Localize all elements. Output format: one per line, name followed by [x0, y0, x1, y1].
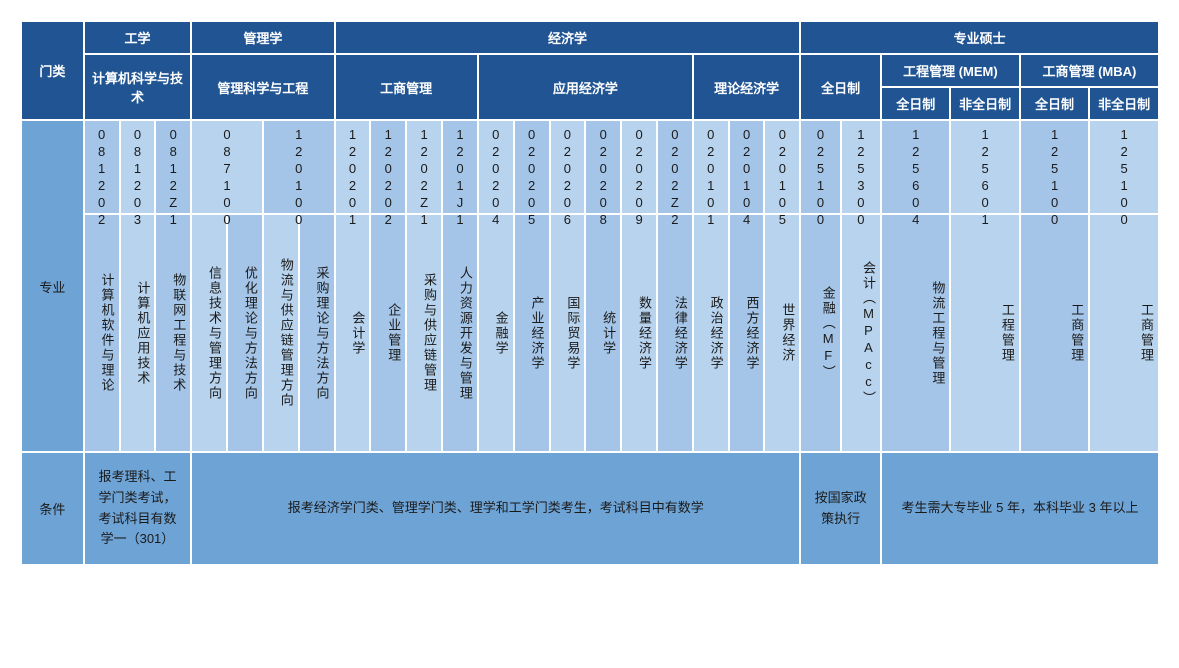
- major-cell: 信息技术与管理方向: [191, 214, 227, 452]
- condition-c3: 按国家政策执行: [800, 452, 881, 565]
- code-cell: 020206: [550, 120, 586, 214]
- sub-mgmt-sci: 管理科学与工程: [191, 54, 334, 120]
- sub-mba: 工商管理 (MBA): [1020, 54, 1159, 87]
- code-cell: 125300: [841, 120, 881, 214]
- sub-applied-econ: 应用经济学: [478, 54, 693, 120]
- code-cell: 020205: [514, 120, 550, 214]
- major-cell: 物联网工程与技术: [155, 214, 191, 452]
- major-cell: 政治经济学: [693, 214, 729, 452]
- code-cell: 020209: [621, 120, 657, 214]
- major-cell: 国际贸易学: [550, 214, 586, 452]
- major-cell: 金融（MF）: [800, 214, 840, 452]
- code-cell: 081202: [84, 120, 120, 214]
- major-label: 专业: [21, 120, 84, 452]
- sub-fulltime: 全日制: [800, 54, 881, 120]
- sub-cs: 计算机科学与技术: [84, 54, 192, 120]
- major-cell: 数量经济学: [621, 214, 657, 452]
- sub-mem: 工程管理 (MEM): [881, 54, 1020, 87]
- code-cell: 020208: [585, 120, 621, 214]
- cat-mgmt: 管理学: [191, 21, 334, 54]
- cat-eng: 工学: [84, 21, 192, 54]
- mba-ft: 全日制: [1020, 87, 1089, 120]
- code-cell: 125100: [1020, 120, 1089, 214]
- major-cell: 物流工程与管理: [881, 214, 950, 452]
- code-cell: 120201: [335, 120, 371, 214]
- major-cell: 会计学: [335, 214, 371, 452]
- major-cell: 统计学: [585, 214, 621, 452]
- code-cell: 020104: [729, 120, 765, 214]
- major-cell: 法律经济学: [657, 214, 693, 452]
- code-cell: 120202: [370, 120, 406, 214]
- category-label: 门类: [21, 21, 84, 120]
- program-table: 门类 工学 管理学 经济学 专业硕士 计算机科学与技术 管理科学与工程 工商管理…: [20, 20, 1160, 566]
- major-cell: 计算机应用技术: [120, 214, 156, 452]
- code-cell: 087100: [191, 120, 263, 214]
- code-cell: 020101: [693, 120, 729, 214]
- code-cell: 0812Z1: [155, 120, 191, 214]
- condition-c1: 报考理科、工学门类考试，考试科目有数学一（301）: [84, 452, 192, 565]
- code-cell: 025100: [800, 120, 840, 214]
- condition-c4: 考生需大专毕业 5 年，本科毕业 3 年以上: [881, 452, 1159, 565]
- condition-c2: 报考经济学门类、管理学门类、理学和工学门类考生，考试科目中有数学: [191, 452, 800, 565]
- code-cell: 081203: [120, 120, 156, 214]
- code-cell: 125601: [950, 120, 1019, 214]
- mem-ft: 全日制: [881, 87, 950, 120]
- major-cell: 会计（MPAcc）: [841, 214, 881, 452]
- major-cell: 西方经济学: [729, 214, 765, 452]
- major-cell: 采购与供应链管理: [406, 214, 442, 452]
- major-cell: 企业管理: [370, 214, 406, 452]
- mba-pt: 非全日制: [1089, 87, 1159, 120]
- code-cell: 0202Z2: [657, 120, 693, 214]
- major-cell: 人力资源开发与管理: [442, 214, 478, 452]
- sub-theory-econ: 理论经济学: [693, 54, 801, 120]
- code-cell: 1202Z1: [406, 120, 442, 214]
- cat-prof: 专业硕士: [800, 21, 1159, 54]
- code-cell: 125100: [1089, 120, 1159, 214]
- code-cell: 1201J1: [442, 120, 478, 214]
- code-cell: 125604: [881, 120, 950, 214]
- cat-econ: 经济学: [335, 21, 801, 54]
- major-cell: 采购理论与方法方向: [299, 214, 335, 452]
- condition-row: 条件 报考理科、工学门类考试，考试科目有数学一（301） 报考经济学门类、管理学…: [21, 452, 1159, 565]
- major-cell: 工程管理: [950, 214, 1019, 452]
- major-cell: 物流与供应链管理方向: [263, 214, 299, 452]
- code-cell: 020204: [478, 120, 514, 214]
- major-cell: 工商管理: [1020, 214, 1089, 452]
- major-cell: 金融学: [478, 214, 514, 452]
- header-row-2: 计算机科学与技术 管理科学与工程 工商管理 应用经济学 理论经济学 全日制 工程…: [21, 54, 1159, 87]
- code-row: 专业 081202 081203 0812Z1 087100 120100 12…: [21, 120, 1159, 214]
- major-cell: 计算机软件与理论: [84, 214, 120, 452]
- major-cell: 世界经济: [764, 214, 800, 452]
- code-cell: 120100: [263, 120, 335, 214]
- major-cell: 工商管理: [1089, 214, 1159, 452]
- major-row: 计算机软件与理论 计算机应用技术 物联网工程与技术 信息技术与管理方向 优化理论…: [21, 214, 1159, 452]
- mem-pt: 非全日制: [950, 87, 1019, 120]
- header-row-1: 门类 工学 管理学 经济学 专业硕士: [21, 21, 1159, 54]
- major-cell: 优化理论与方法方向: [227, 214, 263, 452]
- major-cell: 产业经济学: [514, 214, 550, 452]
- sub-biz-admin: 工商管理: [335, 54, 478, 120]
- code-cell: 020105: [764, 120, 800, 214]
- condition-label: 条件: [21, 452, 84, 565]
